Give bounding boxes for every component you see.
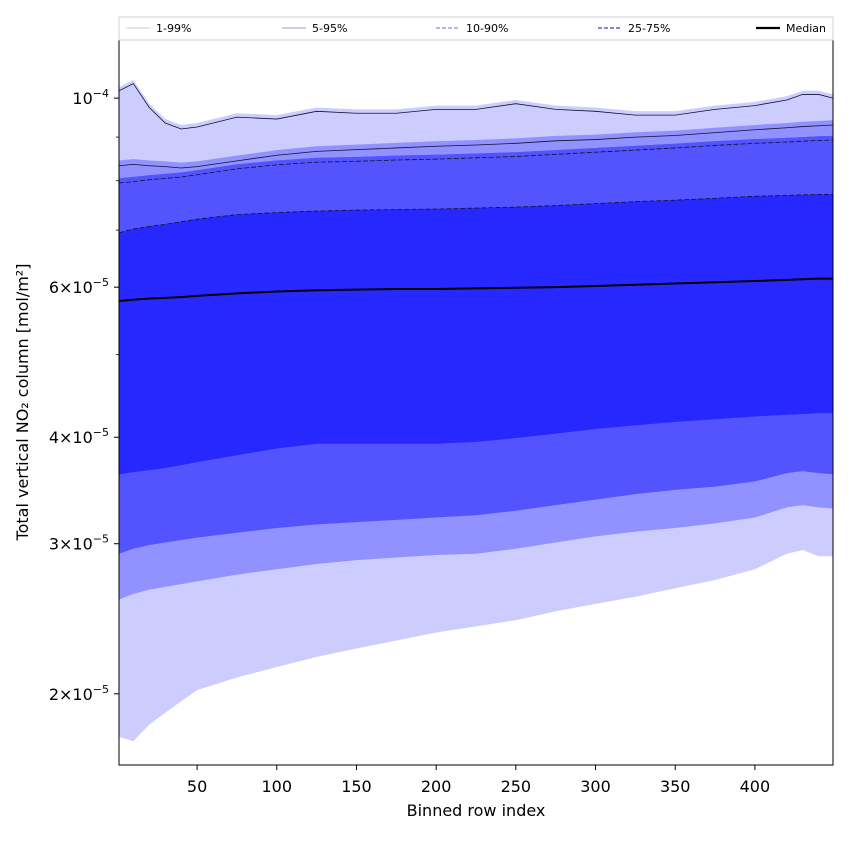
x-axis: 50 100 150 200 250 300 350 400 — [187, 765, 770, 796]
plot-lines — [119, 83, 833, 302]
band-edge-line — [119, 83, 833, 130]
y-axis: 2×10−5 3×10−5 4×10−5 6×10−5 10−4 — [49, 87, 119, 704]
x-axis-title: Binned row index — [407, 801, 546, 820]
x-tick-label: 150 — [341, 777, 372, 796]
legend-label: Median — [786, 22, 826, 35]
x-tick-label: 200 — [421, 777, 452, 796]
legend: 1-99% 5-95% 10-90% 25-75% Median — [118, 16, 834, 41]
band-area-25-75% — [119, 194, 833, 475]
band-edge-line — [119, 193, 833, 234]
legend-label: 1-99% — [156, 22, 191, 35]
plot-area — [119, 80, 833, 742]
band-edge-line — [119, 139, 833, 184]
x-tick-label: 250 — [501, 777, 532, 796]
median-line — [119, 277, 833, 302]
x-tick-label: 350 — [660, 777, 691, 796]
x-tick-label: 100 — [262, 777, 293, 796]
y-tick-label: 6×10−5 — [49, 276, 109, 297]
x-tick-label: 300 — [580, 777, 611, 796]
band-area-upper-25-75% — [119, 135, 833, 233]
x-tick-label: 400 — [740, 777, 771, 796]
y-axis-title: Total vertical NO₂ column [mol/m²] — [13, 264, 32, 542]
legend-label: 10-90% — [466, 22, 508, 35]
y-tick-label: 3×10−5 — [49, 533, 109, 554]
y-tick-label: 10−4 — [72, 87, 109, 108]
y-tick-label: 4×10−5 — [49, 426, 109, 447]
y-tick-label: 2×10−5 — [49, 683, 109, 704]
legend-frame — [118, 16, 834, 41]
x-tick-label: 50 — [187, 777, 207, 796]
legend-label: 5-95% — [312, 22, 347, 35]
legend-label: 25-75% — [628, 22, 670, 35]
band-edge-line — [119, 124, 833, 169]
